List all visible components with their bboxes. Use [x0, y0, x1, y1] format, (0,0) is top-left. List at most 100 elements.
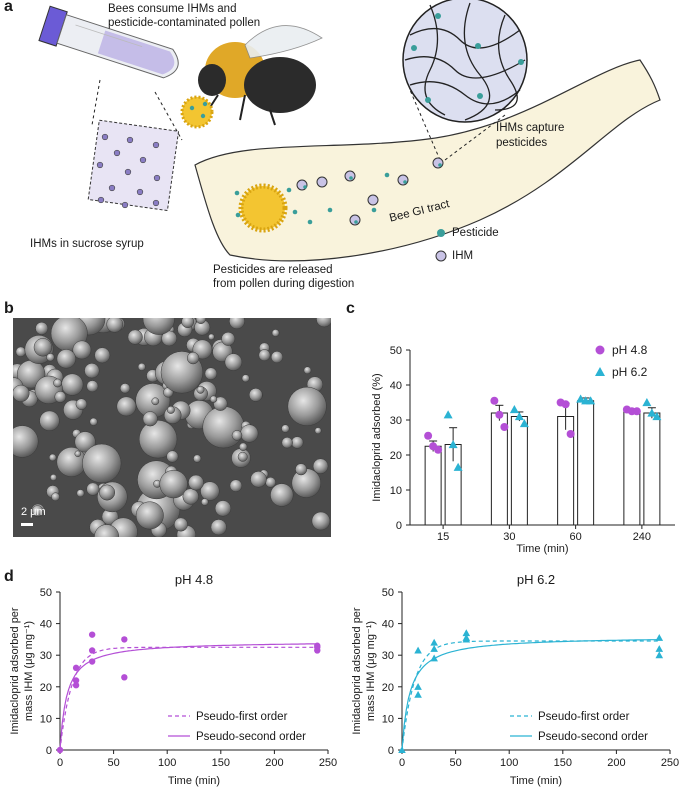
x-tick-label: 250 [319, 757, 337, 769]
microparticle [142, 411, 158, 427]
microparticle [182, 488, 199, 505]
bar [643, 412, 661, 526]
x-tick-label: 50 [449, 757, 461, 769]
microparticle [84, 363, 100, 379]
data-point [576, 394, 586, 403]
polymer-network [404, 2, 526, 121]
data-point [655, 634, 664, 641]
microparticle [210, 519, 227, 536]
microparticle [138, 420, 178, 459]
microparticle [231, 430, 243, 441]
data-point [652, 412, 662, 421]
legend-label: pH 6.2 [612, 365, 648, 379]
x-tick-label: 100 [158, 757, 176, 769]
kinetics-chart-ph62: pH 6.2 0 10 20 30 40 50 0 50 100 150 200 250 Time (mi… [351, 572, 679, 787]
x-tick-label: 200 [607, 757, 625, 769]
microparticle [208, 333, 215, 341]
tract-ihms [296, 157, 444, 226]
microparticle [271, 329, 280, 337]
microparticle [135, 501, 164, 530]
tract-pesticides [234, 172, 390, 225]
microparticle [51, 492, 60, 502]
microparticle [75, 398, 88, 410]
data-point [72, 664, 80, 672]
x-tick-label: 0 [399, 757, 405, 769]
y-tick-label: 0 [396, 520, 402, 532]
microparticle [265, 476, 276, 488]
data-point [514, 412, 524, 421]
pollen-grain-small [180, 95, 214, 129]
y-tick-label: 50 [382, 587, 394, 599]
data-point [500, 423, 509, 431]
x-axis-label: Time (min) [510, 775, 562, 787]
x-tick-label: 150 [212, 757, 230, 769]
fit-curve [401, 640, 660, 751]
released-text-2: from pollen during digestion [213, 278, 355, 290]
data-point [424, 431, 433, 440]
y-axis-label: Imidacloprid adsorbed per [9, 607, 21, 735]
microparticle [54, 391, 67, 403]
data-point [88, 631, 96, 638]
data-point [121, 674, 128, 681]
data-point [430, 638, 438, 646]
x-tick-label: 150 [554, 757, 572, 769]
y-tick-label: 0 [46, 745, 52, 757]
microparticle [209, 395, 218, 403]
microparticle [56, 349, 76, 369]
microparticle [281, 437, 293, 449]
microparticle [248, 388, 263, 402]
y-tick-label: 10 [382, 713, 394, 725]
panel-c-label: c [346, 300, 355, 317]
microparticle [35, 321, 49, 335]
data-point [414, 690, 422, 698]
y-tick-label: 40 [382, 619, 394, 631]
microparticle [214, 500, 232, 517]
legend-pesticide-icon [437, 229, 445, 237]
microparticle [204, 367, 218, 380]
released-text-1: Pesticides are released [213, 264, 333, 276]
y-axis-label: Imidacloprid adsorbed (%) [371, 373, 383, 501]
microparticle [86, 380, 99, 393]
microparticle [137, 362, 146, 371]
data-point [314, 644, 321, 651]
tube-icon [38, 5, 179, 79]
microparticle [229, 479, 243, 492]
microparticle [303, 366, 312, 375]
data-point [632, 407, 641, 416]
y-tick-label: 50 [40, 587, 52, 599]
microparticle [61, 373, 84, 396]
chart-title: pH 4.8 [175, 572, 213, 587]
scale-bar [21, 523, 33, 526]
microparticle [48, 453, 57, 462]
microparticle [53, 378, 62, 388]
y-tick-label: 40 [390, 380, 402, 392]
microparticle [316, 318, 331, 328]
data-point [443, 410, 453, 419]
microparticle [166, 450, 179, 463]
microparticle [116, 396, 137, 417]
x-tick-label: 15 [437, 531, 449, 543]
y-tick-label: 10 [40, 713, 52, 725]
microparticle [186, 351, 200, 365]
y-tick-label: 30 [382, 650, 394, 662]
y-tick-label: 20 [382, 682, 394, 694]
microparticle [119, 383, 131, 394]
data-point [414, 646, 422, 654]
legend-label: Pseudo-first order [196, 711, 288, 723]
microparticle [202, 406, 245, 449]
microparticle [142, 318, 175, 335]
microparticle [76, 489, 85, 498]
scale-bar-label: 2 μm [21, 506, 46, 518]
legend-ihm-icon [435, 250, 447, 262]
data-point [509, 405, 519, 414]
microparticle [74, 431, 96, 453]
panel-a-illustration [38, 0, 661, 262]
y-tick-label: 30 [390, 415, 402, 427]
microparticle [15, 346, 26, 357]
y-tick-label: 50 [390, 345, 402, 357]
microparticle [46, 353, 55, 362]
x-tick-label: 50 [107, 757, 119, 769]
x-tick-label: 60 [570, 531, 582, 543]
microparticle [159, 469, 188, 499]
microparticle [188, 474, 204, 491]
